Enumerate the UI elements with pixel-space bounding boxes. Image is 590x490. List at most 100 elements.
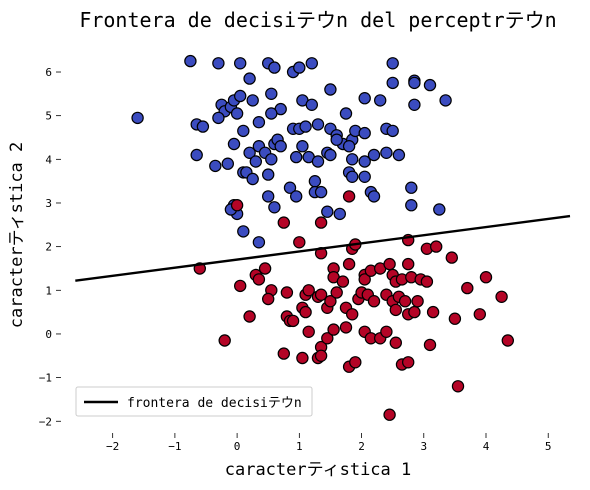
class-1-point — [358, 273, 371, 286]
class-1-point — [342, 257, 356, 271]
class-1-point — [389, 303, 402, 317]
class-0-point — [386, 76, 399, 90]
class-1-point — [349, 356, 362, 369]
class-0-point — [333, 207, 346, 221]
class-1-point — [367, 295, 381, 308]
class-0-point — [342, 139, 356, 153]
y-tick-label: 1 — [45, 284, 52, 297]
class-0-point — [265, 107, 278, 120]
class-1-point — [430, 240, 443, 253]
x-tick-label: 2 — [358, 440, 365, 453]
y-tick-label: −1 — [39, 372, 52, 385]
class-0-point — [184, 54, 197, 68]
class-0-point — [252, 115, 266, 129]
class-1-point — [280, 286, 294, 299]
class-1-point — [277, 216, 290, 229]
class-0-point — [314, 185, 328, 199]
class-0-point — [305, 57, 318, 70]
class-0-point — [196, 120, 210, 133]
class-1-point — [383, 408, 396, 421]
y-tick-label: 2 — [45, 241, 52, 254]
legend-box — [75, 386, 313, 417]
class-0-point — [311, 155, 325, 168]
class-1-point — [479, 271, 493, 284]
class-0-point — [227, 137, 241, 151]
class-1-point — [314, 288, 328, 301]
class-0-point — [358, 170, 371, 183]
class-1-point — [473, 308, 486, 321]
class-0-point — [380, 146, 393, 159]
class-0-point — [386, 124, 399, 138]
class-0-point — [367, 190, 381, 203]
x-axis-label: caracterティstica 1 — [225, 460, 412, 480]
class-1-point — [423, 338, 437, 352]
class-1-point — [411, 295, 424, 308]
class-1-point — [346, 308, 359, 321]
class-0-point — [283, 181, 297, 194]
class-0-point — [290, 150, 303, 164]
class-0-point — [212, 111, 225, 125]
class-0-point — [237, 225, 250, 238]
x-tick-label: 0 — [234, 440, 241, 453]
class-1-point — [262, 292, 275, 306]
class-1-point — [230, 198, 244, 212]
class-0-point — [131, 111, 144, 125]
class-0-point — [252, 236, 266, 249]
class-1-point — [342, 190, 356, 203]
class-1-point — [420, 275, 434, 288]
class-1-point — [314, 216, 328, 229]
class-1-point — [402, 257, 415, 271]
class-1-point — [445, 251, 458, 264]
x-tick-label: 1 — [296, 440, 303, 453]
class-1-point — [402, 356, 415, 369]
class-0-point — [190, 148, 203, 162]
class-0-point — [346, 170, 359, 183]
class-0-point — [321, 205, 334, 218]
decision-boundary-line — [75, 214, 571, 282]
class-0-point — [268, 61, 281, 74]
class-1-point — [461, 281, 474, 295]
class-0-point — [243, 146, 256, 159]
class-0-point — [324, 83, 337, 96]
y-tick-label: 5 — [45, 110, 52, 123]
y-tick-label: −2 — [39, 415, 52, 428]
class-0-point — [408, 76, 421, 90]
class-0-point — [305, 98, 318, 112]
y-tick-label: 4 — [45, 153, 52, 166]
class-0-point — [296, 139, 309, 153]
class-1-point — [330, 286, 343, 299]
x-tick-label: 3 — [420, 440, 427, 453]
class-0-point — [233, 89, 247, 103]
class-1-point — [448, 312, 462, 325]
class-0-point — [290, 190, 303, 203]
y-tick-label: 3 — [45, 197, 52, 210]
class-0-point — [265, 153, 278, 166]
class-1-point — [243, 310, 256, 323]
class-1-point — [302, 284, 315, 297]
x-tick-label: 4 — [483, 440, 490, 453]
class-1-point — [286, 314, 300, 328]
class-1-point — [314, 349, 328, 362]
class-0-point — [346, 153, 359, 166]
x-tick-label: 5 — [545, 440, 552, 453]
class-1-point — [501, 334, 514, 347]
class-0-point — [209, 159, 222, 173]
class-1-point — [389, 336, 402, 349]
class-0-point — [299, 120, 312, 133]
class-0-point — [358, 126, 371, 140]
class-1-point — [380, 325, 393, 338]
class-1-point — [299, 305, 312, 319]
class-0-point — [308, 174, 322, 188]
class-0-point — [237, 124, 250, 138]
class-1-point — [398, 295, 412, 308]
class-0-point — [408, 98, 421, 112]
class-0-point — [386, 57, 399, 70]
class-0-point — [405, 181, 418, 194]
class-1-point — [293, 236, 306, 249]
class-1-point — [233, 279, 247, 293]
class-0-point — [358, 91, 371, 105]
y-tick-label: 6 — [45, 66, 52, 79]
class-0-point — [221, 157, 234, 170]
class-0-point — [392, 148, 406, 162]
